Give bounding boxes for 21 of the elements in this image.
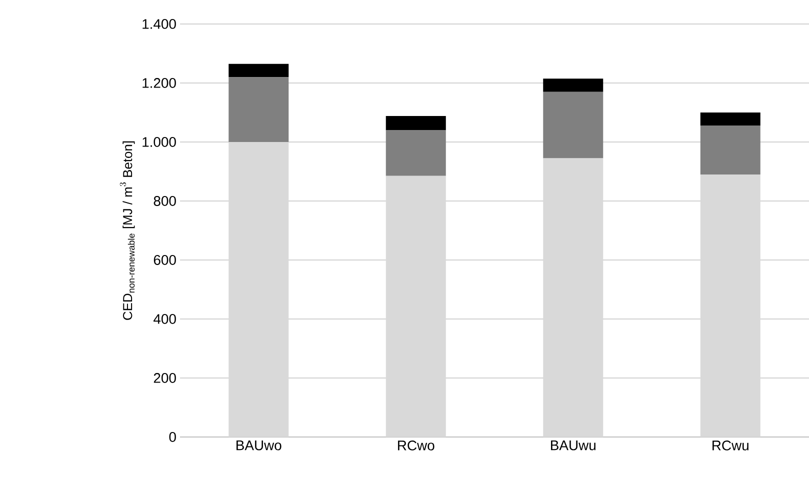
y-tick-label: 1.200 [142, 78, 176, 88]
bar [386, 116, 446, 130]
x-tick-label: BAUwu [551, 440, 596, 450]
x-tick-label: RCwo [398, 440, 434, 450]
bar [543, 92, 604, 158]
y-tick-label: 200 [154, 373, 176, 383]
x-tick-label: BAUwo [236, 440, 282, 450]
y-tick-label: 800 [154, 196, 176, 206]
bar [700, 126, 760, 174]
y-tick-label: 0 [169, 432, 176, 442]
y-tick-label: 1.000 [142, 137, 176, 147]
bar [386, 130, 446, 176]
bar [228, 77, 289, 142]
y-tick-label: 400 [154, 314, 176, 324]
bar [543, 78, 604, 92]
y-axis-title: $\text{CED}_{\text{non-renewable}}\text{ [MJ / m}^{3}\text{ Beton]}$ [120, 141, 135, 320]
y-tick-label: 1.400 [142, 19, 176, 29]
x-tick-label: RCwu [712, 440, 748, 450]
bar [228, 64, 289, 78]
y-tick-label: 600 [154, 255, 176, 265]
bar [700, 112, 760, 126]
